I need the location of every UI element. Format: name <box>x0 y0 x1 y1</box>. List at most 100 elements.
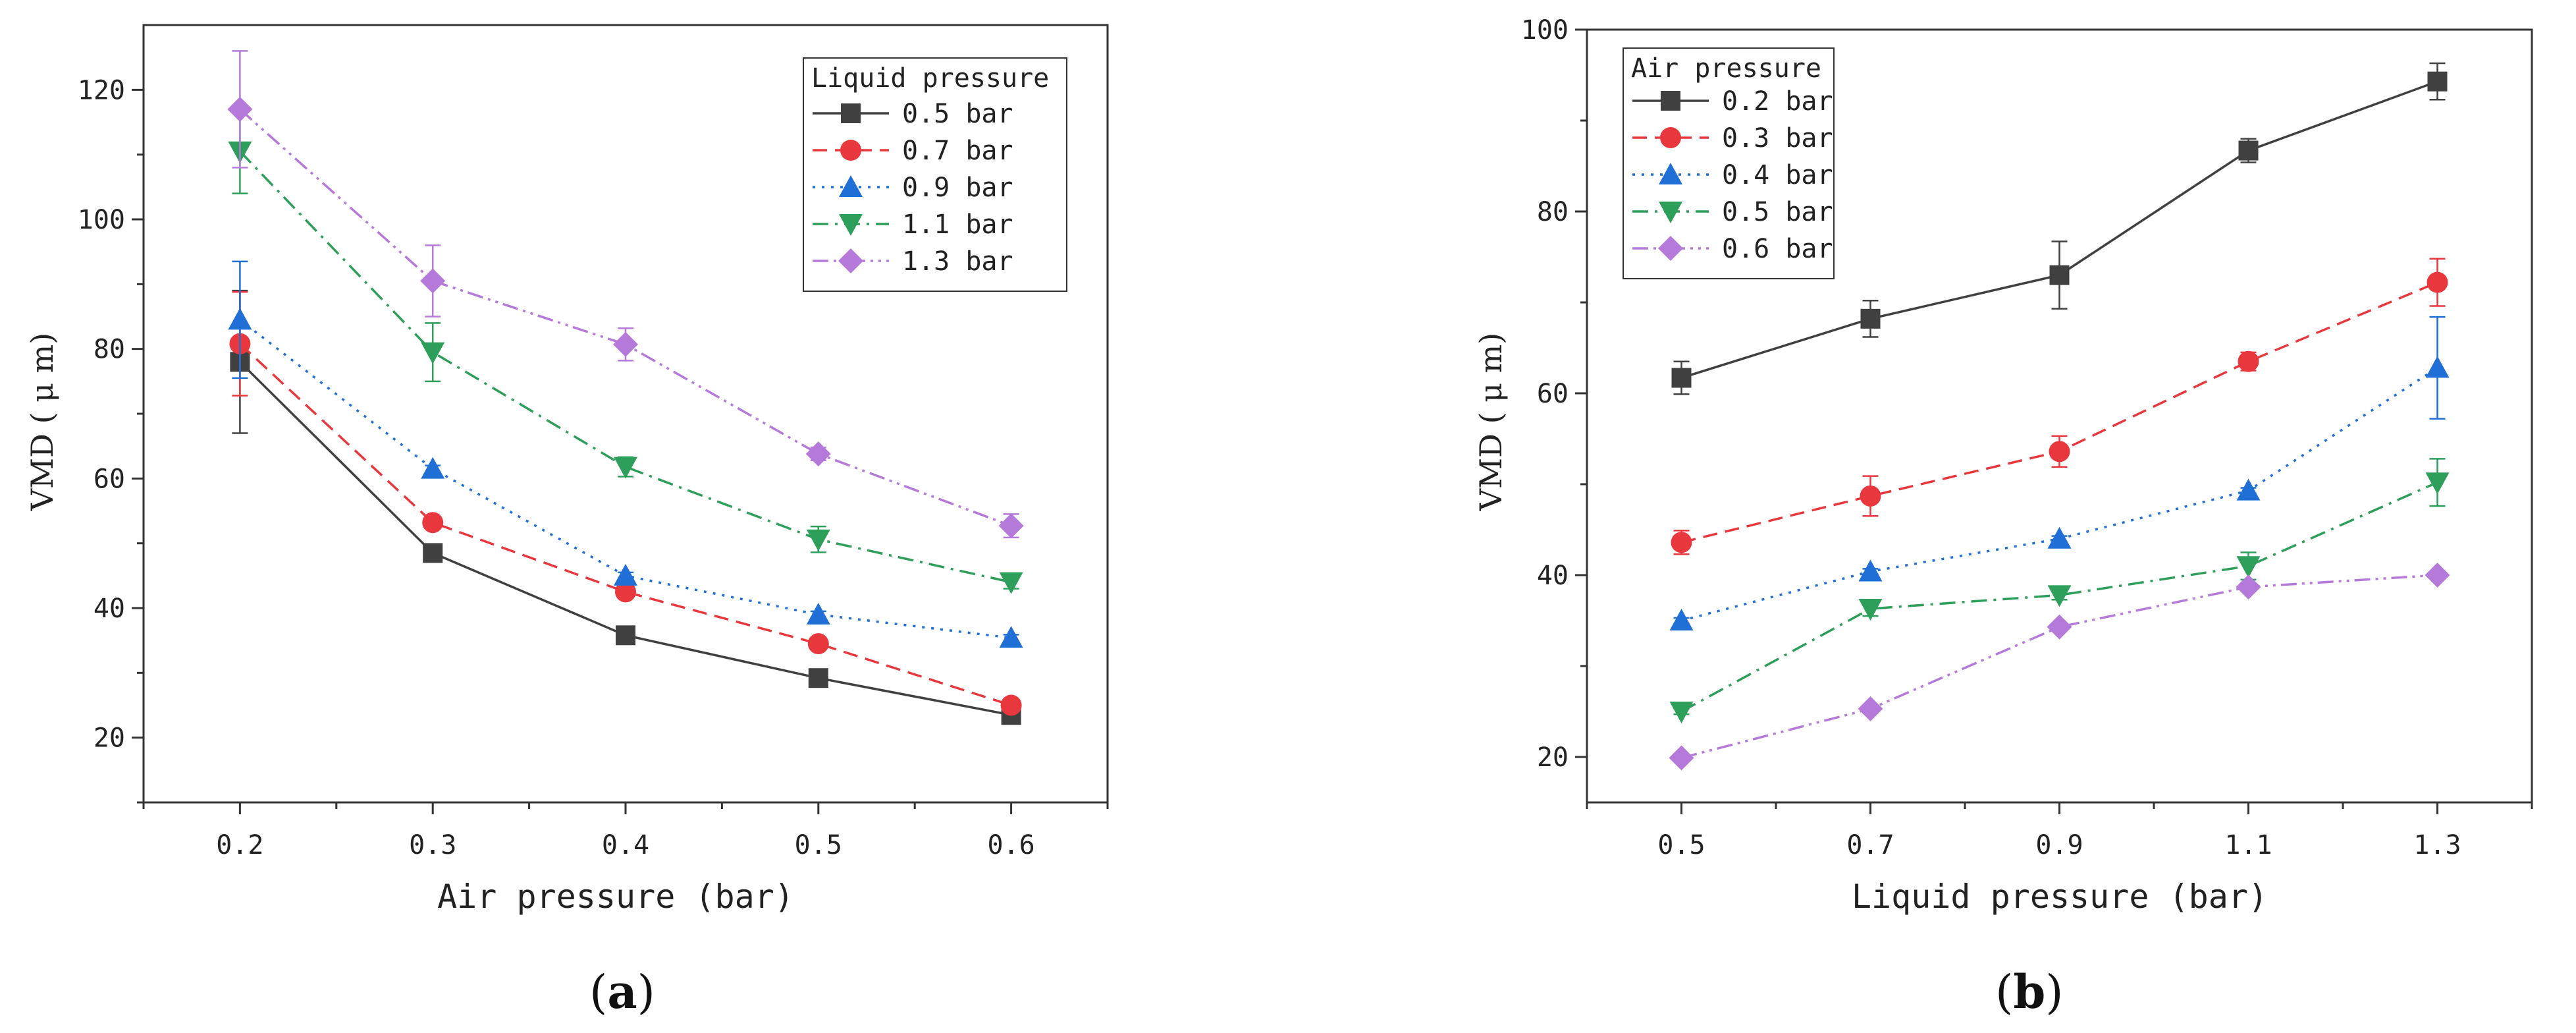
panel-a-legend-marker <box>841 103 861 123</box>
panel-a-legend-label: 1.1 bar <box>902 209 1013 240</box>
panel-a-y-tick-label: 40 <box>94 594 125 624</box>
panel-a-legend-marker <box>840 140 861 161</box>
panel-a-x-axis-title: Air pressure (bar) <box>437 878 794 916</box>
panel-a-data-point <box>423 543 443 563</box>
panel-b-legend-label: 0.5 bar <box>1722 197 1833 227</box>
panel-a-data-point <box>421 342 445 364</box>
panel-a-data-point <box>228 308 252 330</box>
panel-b-series-0.4-bar <box>1669 316 2450 630</box>
panel-b-data-point <box>2427 71 2448 92</box>
panel-b-data-point <box>1669 609 1694 630</box>
panel-a-legend-marker <box>839 175 863 197</box>
panel-b-series-0.5-bar <box>1669 458 2450 723</box>
panel-b-data-point <box>2049 441 2070 462</box>
panel-b-legend-title: Air pressure <box>1631 53 1821 84</box>
panel-b-data-point <box>1858 599 1883 621</box>
panel-b-legend-label: 0.4 bar <box>1722 160 1833 190</box>
panel-b-legend-label: 0.2 bar <box>1722 86 1833 117</box>
panel-b-data-point <box>2425 356 2450 378</box>
panel-b-data-point <box>1669 745 1694 771</box>
panel-b-x-tick-label: 0.9 <box>2035 830 2083 860</box>
panel-b-data-point <box>1860 308 1881 329</box>
panel-b-data-point <box>1858 696 1883 721</box>
panel-a-x-tick-label: 0.2 <box>216 830 263 860</box>
panel-a-legend-title: Liquid pressure <box>811 63 1049 94</box>
panel-b-data-point <box>1671 532 1692 553</box>
panel-a-legend-marker <box>839 214 863 236</box>
panel-b-data-point <box>2047 614 2072 640</box>
panel-b-data-point <box>2049 265 2070 285</box>
panel-a-data-point <box>1000 694 1022 716</box>
panel-b-series-line <box>1680 481 2438 713</box>
panel-a-x-tick-label: 0.3 <box>409 830 456 860</box>
panel-b-legend-marker <box>1659 202 1682 223</box>
panel-a-series-0.9-bar <box>228 260 1023 648</box>
panel-b-legend-box <box>1623 47 1835 279</box>
panel-a-series-line <box>239 361 1011 716</box>
panel-b-legend-marker <box>1658 236 1683 261</box>
panel-a-data-point <box>227 96 253 122</box>
panel-a-data-point <box>614 563 637 586</box>
panel-b-y-tick-label: 20 <box>1537 742 1569 773</box>
panel-a-legend-label: 0.7 bar <box>902 136 1013 166</box>
panel-b-series-0.2-bar <box>1671 62 2448 395</box>
panel-b-data-point <box>2427 271 2448 293</box>
panel-b-y-axis-title: VMD ( μ m) <box>1473 333 1509 511</box>
panel-a-label: (a) <box>589 964 655 1019</box>
panel-b-x-tick-label: 1.1 <box>2224 830 2272 860</box>
panel-a-series-0.5-bar <box>230 289 1021 725</box>
panel-a-y-tick-label: 80 <box>94 335 125 365</box>
panel-b-x-tick-label: 0.5 <box>1657 830 1705 860</box>
panel-a-x-tick-label: 0.5 <box>795 830 842 860</box>
panel-a-legend-label: 1.3 bar <box>902 246 1013 277</box>
panel-a-data-point <box>806 602 830 625</box>
panel-a-data-point <box>807 633 829 655</box>
panel-a-y-tick-label: 120 <box>78 75 125 105</box>
panel-a-y-axis-title: VMD ( μ m) <box>24 333 60 511</box>
panel-a-data-point <box>998 513 1024 539</box>
panel-b-series-0.6-bar <box>1669 563 2450 771</box>
panel-a-data-point <box>806 529 830 551</box>
panel-a-y-tick-label: 60 <box>94 464 125 494</box>
panel-b-data-point <box>2238 140 2259 161</box>
panel-b-legend-label: 0.3 bar <box>1722 123 1833 154</box>
panel-a-x-tick-label: 0.6 <box>987 830 1034 860</box>
panel-b-data-point <box>1860 485 1881 507</box>
panel-b-data-point <box>1858 559 1883 582</box>
panel-a-data-point <box>999 572 1023 594</box>
panel-b-legend-marker <box>1660 127 1681 148</box>
panel-b-x-tick-label: 0.7 <box>1846 830 1894 860</box>
panel-b-data-point <box>2236 478 2261 501</box>
panel-b-data-point <box>1669 702 1694 723</box>
panel-a-series-line <box>239 108 1012 527</box>
panel-b-series-line <box>1681 366 2438 622</box>
panel-b-data-point <box>2425 563 2450 588</box>
panel-a-data-point <box>805 441 831 466</box>
panel-b-y-tick-label: 40 <box>1537 561 1569 591</box>
panel-a-data-point <box>420 268 446 294</box>
panel-a-data-point <box>614 457 637 479</box>
panel-a-legend-label: 0.9 bar <box>902 173 1013 203</box>
panel-b-legend-marker <box>1661 91 1680 111</box>
panel-b-data-point <box>2236 556 2261 578</box>
panel-b-series-line <box>1681 574 2438 760</box>
panel-a-legend-marker <box>838 248 863 273</box>
panel-b-label: (b) <box>1995 964 2064 1019</box>
panel-b-x-tick-label: 1.3 <box>2413 830 2461 860</box>
panel-b-data-point <box>2425 472 2450 495</box>
panel-b-legend-label: 0.6 bar <box>1722 234 1833 264</box>
panel-a-data-point <box>808 668 828 688</box>
panel-a-data-point <box>615 581 636 603</box>
panel-a-data-point <box>999 626 1023 648</box>
panel-b-letter: b <box>2013 964 2045 1019</box>
panel-b-legend-marker <box>1659 163 1682 184</box>
panel-a-chart: 0.2 0.3 0.4 0.5 0.6 20 40 60 80 100 120 Liquid pre… <box>24 24 1109 1019</box>
panel-a-data-point <box>421 457 445 479</box>
panel-b-series-0.3-bar <box>1671 258 2448 555</box>
panel-b-series-line <box>1681 281 2438 544</box>
panel-a-letter: a <box>607 964 637 1019</box>
panel-a-data-point <box>613 331 638 357</box>
panel-a-series-line <box>239 343 1012 707</box>
